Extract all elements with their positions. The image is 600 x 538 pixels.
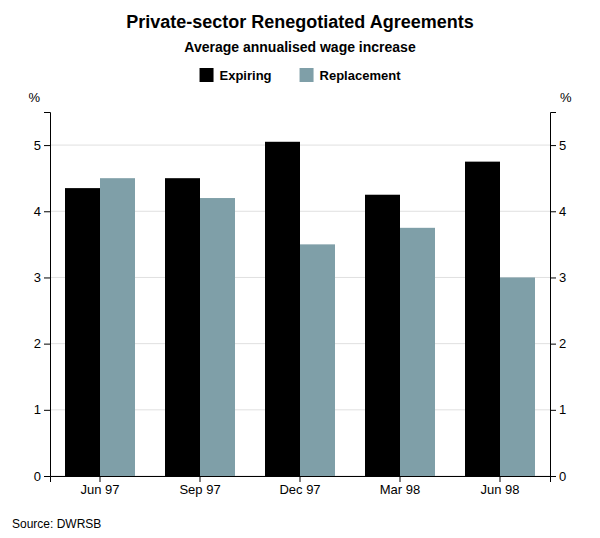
bar: [500, 277, 535, 476]
tick-mark: [550, 277, 556, 278]
tick-mark: [100, 476, 101, 482]
tick: Dec 97: [279, 476, 320, 497]
bar: [265, 142, 300, 476]
axis-line: [44, 113, 51, 477]
y-axis-label: %: [28, 90, 40, 105]
y2-axis: 0 1 2 3 4 5: [550, 113, 566, 484]
tick-label: 2: [559, 336, 566, 351]
tick: 0: [550, 469, 566, 484]
tick-label: Dec 97: [279, 482, 320, 497]
tick-mark: [44, 410, 50, 411]
legend-swatch: [200, 68, 214, 82]
tick-label: 5: [34, 138, 41, 153]
legend-item: Replacement: [300, 68, 402, 83]
tick: Jun 98: [480, 476, 519, 497]
tick-label: Sep 97: [179, 482, 220, 497]
chart: Private-sector Renegotiated Agreements Av…: [0, 0, 600, 538]
tick-mark: [44, 145, 50, 146]
subtitle: Average annualised wage increase: [184, 39, 416, 55]
tick-label: 1: [559, 402, 566, 417]
legend-item: Expiring: [200, 68, 272, 83]
tick-label: 4: [559, 204, 566, 219]
axis-line: [51, 477, 551, 483]
bar: [200, 198, 235, 476]
tick-mark: [44, 344, 50, 345]
legend: Expiring Replacement: [200, 68, 402, 83]
bar: [300, 244, 335, 476]
tick-mark: [44, 211, 50, 212]
tick: 1: [34, 402, 50, 417]
tick-label: 3: [34, 270, 41, 285]
x-axis: Jun 97 Sep 97 Dec 97 Mar 98 Jun 98: [51, 476, 551, 497]
y2-axis-label: %: [560, 90, 572, 105]
tick-label: 3: [559, 270, 566, 285]
bar-series: [65, 142, 500, 476]
tick-label: 1: [34, 402, 41, 417]
bars: [65, 142, 535, 476]
legend-label: Replacement: [320, 68, 402, 83]
tick: 3: [550, 270, 566, 285]
tick-mark: [44, 277, 50, 278]
axis-line: [551, 113, 557, 477]
tick: Jun 97: [80, 476, 119, 497]
tick-mark: [200, 476, 201, 482]
tick-label: 2: [34, 336, 41, 351]
tick-label: Mar 98: [380, 482, 420, 497]
tick-mark: [300, 476, 301, 482]
tick: 2: [34, 336, 50, 351]
tick: Sep 97: [179, 476, 220, 497]
tick-label: Jun 97: [80, 482, 119, 497]
tick: 5: [34, 138, 50, 153]
bar: [165, 178, 200, 476]
tick-label: 5: [559, 138, 566, 153]
bar: [100, 178, 135, 476]
bar: [365, 195, 400, 476]
plot: 012345012345Jun 97Sep 97Dec 97Mar 98Jun …: [34, 113, 566, 498]
bar: [65, 188, 100, 476]
tick-mark: [400, 476, 401, 482]
tick: Mar 98: [380, 476, 420, 497]
tick: 1: [550, 402, 566, 417]
tick-mark: [500, 476, 501, 482]
title: Private-sector Renegotiated Agreements: [126, 12, 473, 32]
tick: 4: [34, 204, 50, 219]
tick-mark: [550, 410, 556, 411]
tick: 4: [550, 204, 566, 219]
tick-label: 4: [34, 204, 41, 219]
bar: [400, 228, 435, 476]
tick: 5: [550, 138, 566, 153]
tick-label: 0: [559, 469, 566, 484]
legend-swatch: [300, 68, 314, 82]
y-axis: 0 1 2 3 4 5: [34, 113, 51, 484]
tick: 2: [550, 336, 566, 351]
tick: 3: [34, 270, 50, 285]
tick-label: 0: [34, 469, 41, 484]
tick-label: Jun 98: [480, 482, 519, 497]
bar: [465, 162, 500, 476]
source: Source: DWRSB: [12, 517, 101, 531]
tick-mark: [550, 211, 556, 212]
tick-mark: [550, 145, 556, 146]
tick-mark: [550, 344, 556, 345]
legend-label: Expiring: [220, 68, 272, 83]
tick-mark: [44, 476, 50, 477]
bar-series: [100, 178, 535, 476]
tick: 0: [34, 469, 50, 484]
